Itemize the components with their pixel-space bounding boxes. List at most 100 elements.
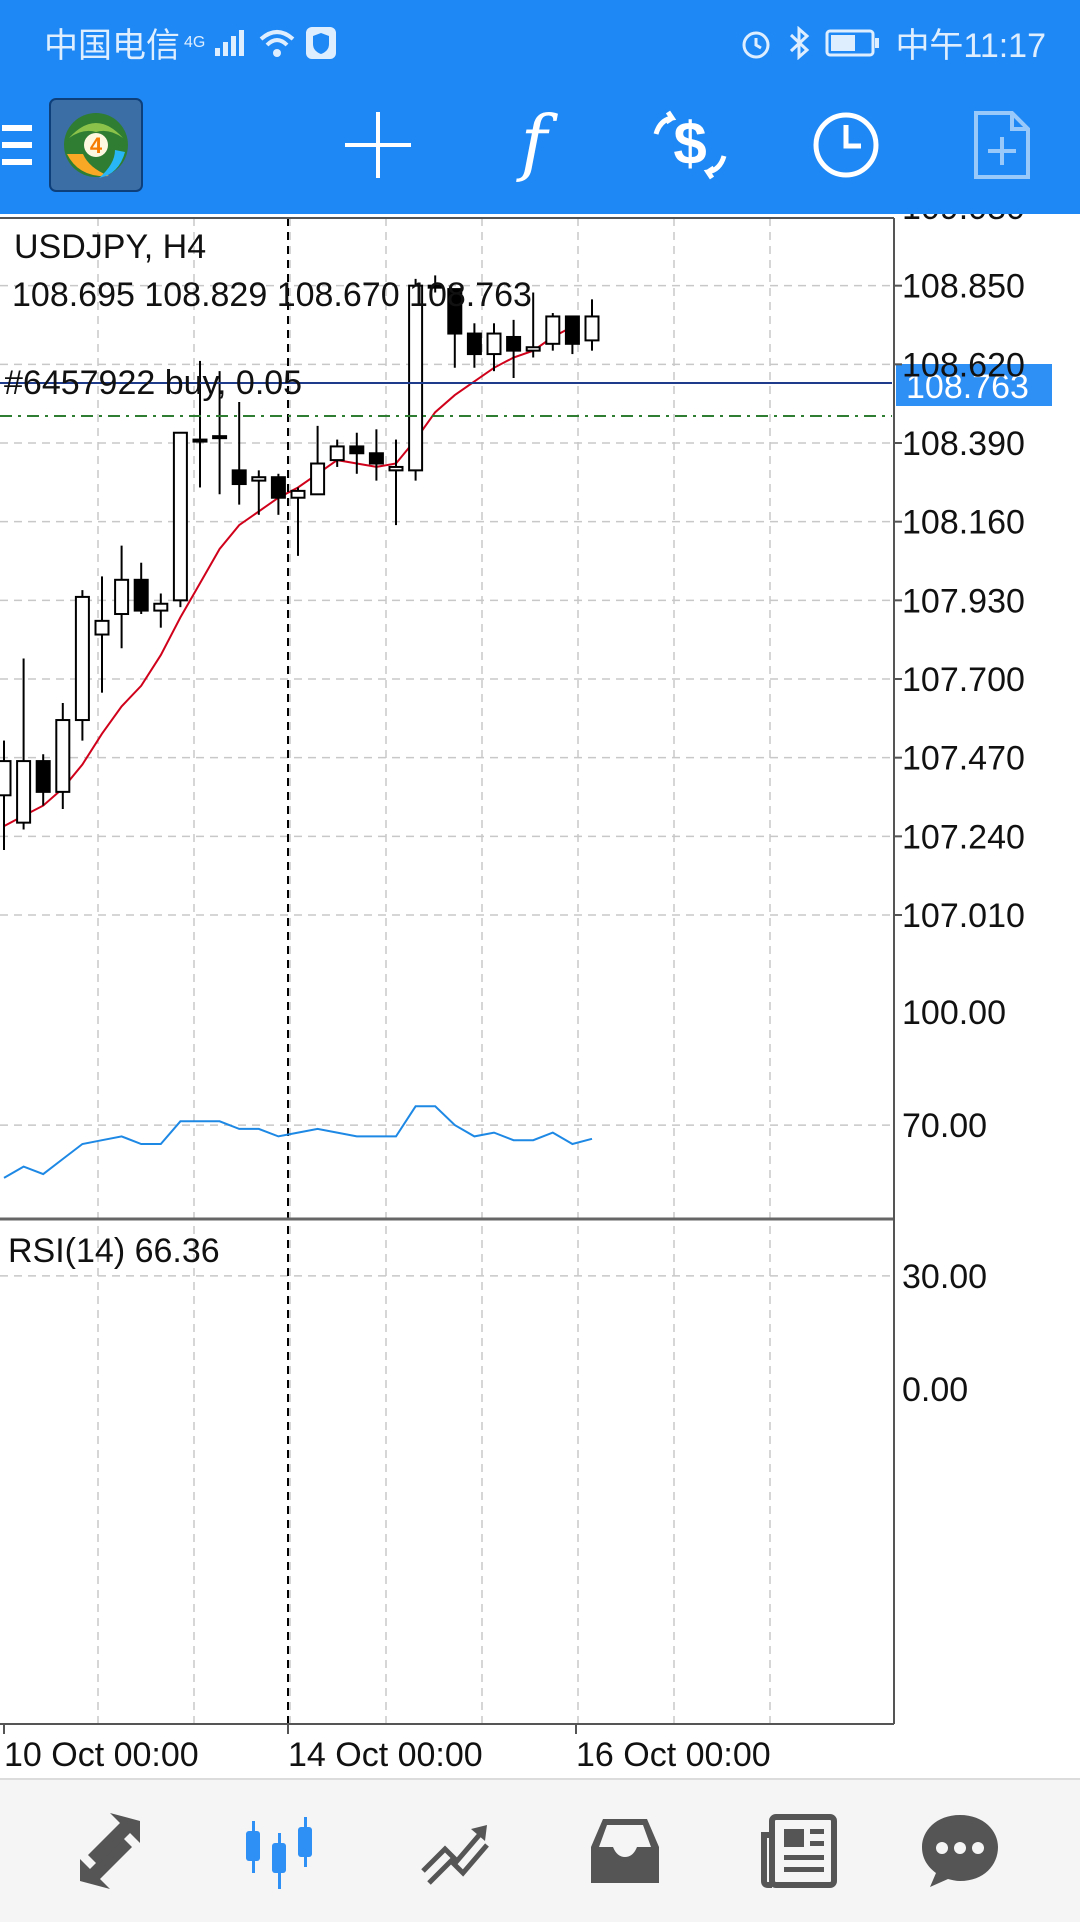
candle-body: [133, 578, 149, 612]
rsi-tick-label: 100.00: [902, 994, 1006, 1032]
candle: [133, 562, 149, 615]
candle: [466, 323, 482, 368]
candle-body: [270, 476, 286, 499]
candle: [0, 740, 12, 851]
rsi-tick-label: 30.00: [902, 1258, 987, 1296]
candle: [35, 754, 51, 806]
alarm-icon: [742, 31, 770, 58]
candle: [212, 371, 228, 495]
inbox-tray-icon: [591, 1819, 659, 1883]
price-tick-label: 107.240: [902, 818, 1025, 856]
candle-body: [447, 288, 463, 335]
price-tick-label: 107.010: [902, 897, 1025, 935]
new-order-button[interactable]: [954, 76, 1050, 214]
candle: [153, 593, 169, 628]
svg-text:4: 4: [90, 133, 103, 158]
candle-body: [153, 602, 169, 612]
candle: [525, 292, 541, 358]
svg-text:f: f: [516, 105, 559, 184]
bottom-navigation: [0, 1778, 1080, 1922]
indicators-button[interactable]: f: [486, 76, 582, 214]
rsi-tick-label: 70.00: [902, 1107, 987, 1145]
candle-body: [349, 445, 365, 455]
symbol-label: USDJPY, H4: [14, 228, 206, 266]
svg-text:$: $: [673, 110, 706, 177]
chart-area[interactable]: 108.763 USDJPY, H4 108.695 108.829 108.6…: [0, 214, 1080, 1778]
candle: [408, 278, 424, 481]
battery-icon: [825, 29, 880, 56]
timeframe-button[interactable]: [798, 76, 894, 214]
candle-body: [16, 760, 32, 824]
candle-body: [329, 445, 345, 462]
chat-bubble-icon: [922, 1815, 998, 1887]
metatrader-logo-icon: 4: [49, 98, 143, 192]
quotes-arrows-icon: [80, 1813, 140, 1889]
carrier-name: 中国电信: [44, 27, 180, 65]
rsi-label: RSI(14) 66.36: [8, 1232, 220, 1270]
nav-chart[interactable]: [200, 1780, 360, 1922]
price-tick-label: 109.080: [902, 214, 1025, 227]
time-tick-label: 14 Oct 00:00: [288, 1736, 483, 1774]
rsi-tick-label: 0.00: [902, 1371, 968, 1409]
hamburger-icon: [2, 125, 32, 165]
candle-body: [408, 284, 424, 472]
nav-messages[interactable]: [880, 1780, 1040, 1922]
candle: [310, 425, 326, 496]
candle-body: [466, 332, 482, 356]
price-tick-label: 108.850: [902, 268, 1025, 306]
shield-icon: [306, 26, 337, 59]
price-tick-label: 108.620: [902, 346, 1025, 384]
candle: [564, 315, 580, 355]
candlestick-chart-icon: [246, 1817, 312, 1889]
clock-icon: [813, 112, 879, 178]
current-price-label: 108.763: [906, 368, 1029, 406]
candle: [114, 545, 130, 649]
network-type: 4G: [184, 33, 206, 51]
price-chart[interactable]: 108.763 USDJPY, H4 108.695 108.829 108.6…: [0, 214, 1080, 1778]
clock-time: 中午11:17: [895, 27, 1046, 65]
candle: [368, 429, 384, 481]
trend-arrows-icon: [421, 1825, 489, 1885]
price-tick-label: 108.160: [902, 504, 1025, 542]
nav-quotes[interactable]: [30, 1780, 190, 1922]
candle: [329, 439, 345, 467]
candle-body: [290, 489, 306, 499]
candle: [16, 658, 32, 830]
candle-body: [55, 719, 71, 793]
candle-body: [486, 332, 502, 356]
dollar-exchange-icon: $: [653, 110, 727, 180]
menu-button[interactable]: [0, 76, 34, 214]
candle: [388, 439, 404, 526]
candle: [506, 319, 522, 379]
crosshair-button[interactable]: [330, 76, 426, 214]
candle-body: [192, 438, 208, 443]
candle: [290, 487, 306, 556]
candle: [447, 288, 463, 368]
newspaper-icon: [761, 1814, 837, 1888]
candle: [55, 702, 71, 809]
rsi-line: [3, 1105, 593, 1179]
trade-button[interactable]: $: [642, 76, 738, 214]
ohlc-label: 108.695 108.829 108.670 108.763: [12, 276, 532, 314]
candle-body: [368, 452, 384, 465]
moving-average-line: [3, 325, 573, 827]
candle-body: [506, 335, 522, 352]
candle: [545, 313, 561, 351]
nav-history[interactable]: [545, 1780, 705, 1922]
candle-body: [564, 315, 580, 345]
new-document-icon: [974, 111, 1030, 179]
candle-body: [584, 315, 600, 342]
app-logo-button[interactable]: 4: [48, 76, 144, 214]
nav-news[interactable]: [720, 1780, 880, 1922]
candle: [584, 299, 600, 351]
candle-body: [545, 315, 561, 345]
candle-body: [231, 469, 247, 486]
current-price-tag: [896, 364, 1052, 406]
nav-trade[interactable]: [375, 1780, 535, 1922]
candle: [94, 576, 110, 693]
candle-body: [427, 284, 443, 289]
candle: [486, 323, 502, 372]
candle: [231, 401, 247, 505]
candle-body: [114, 578, 130, 616]
candle-body: [525, 346, 541, 352]
